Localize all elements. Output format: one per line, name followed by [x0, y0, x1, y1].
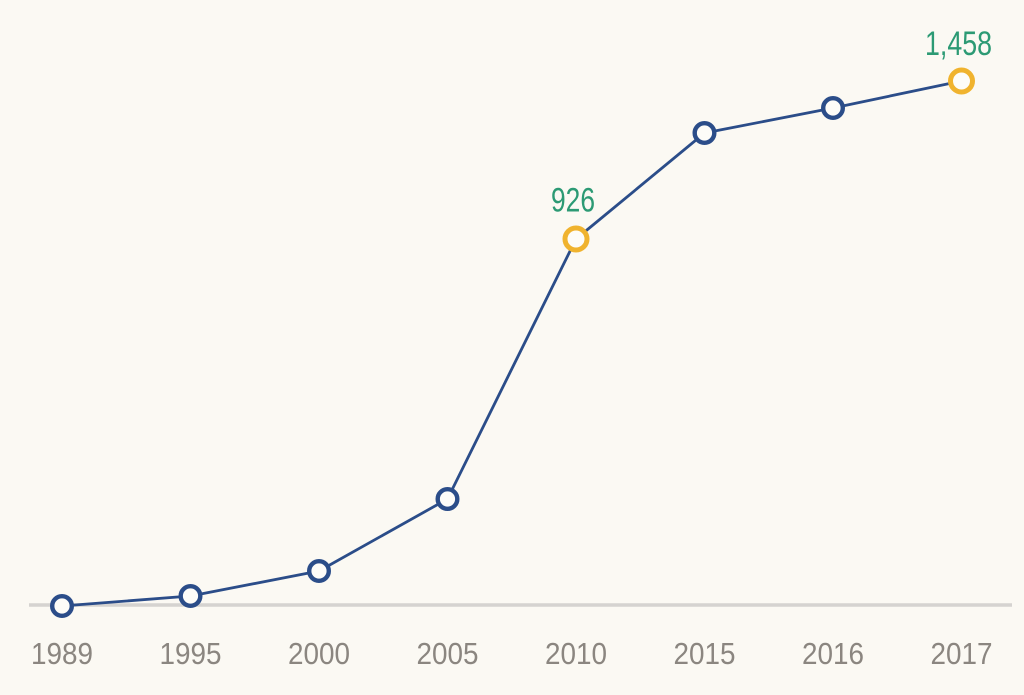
x-axis-label-2000: 2000 — [288, 636, 350, 671]
x-axis-label-2017: 2017 — [931, 636, 993, 671]
data-point-2000 — [307, 559, 332, 584]
x-axis-label-2015: 2015 — [674, 636, 736, 671]
series-line — [60, 79, 963, 608]
x-axis-label-1995: 1995 — [160, 636, 222, 671]
x-axis-label-2005: 2005 — [417, 636, 479, 671]
value-label-2017: 1,458 — [925, 25, 992, 63]
data-point-2015 — [692, 120, 717, 145]
data-point-2010-highlighted — [562, 225, 590, 253]
data-point-2017-highlighted — [948, 67, 975, 95]
x-axis-label-2016: 2016 — [802, 636, 864, 671]
data-point-1995 — [178, 584, 203, 609]
data-point-2016 — [821, 95, 846, 120]
data-point-2005 — [435, 487, 460, 512]
x-axis-label-2010: 2010 — [545, 636, 607, 671]
value-label-2010: 926 — [551, 182, 595, 220]
x-axis-label-1989: 1989 — [31, 636, 93, 671]
data-point-1989 — [50, 594, 75, 619]
